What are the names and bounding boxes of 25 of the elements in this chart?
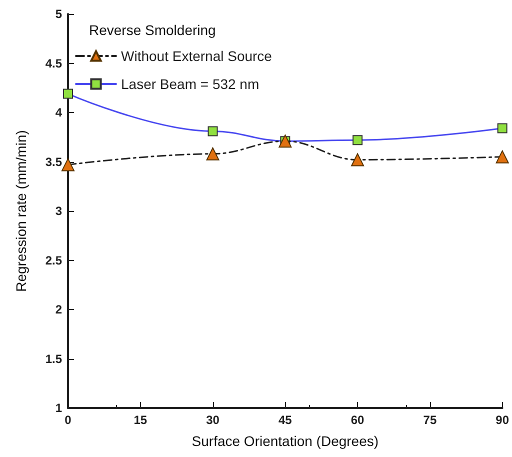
x-tick-label: 15	[134, 413, 148, 427]
y-tick-label: 2.5	[45, 253, 62, 268]
x-tick-label: 90	[496, 413, 510, 427]
x-axis-title: Surface Orientation (Degrees)	[192, 433, 379, 449]
x-tick-label: 60	[350, 413, 365, 427]
y-tick-label: 4	[55, 106, 62, 120]
y-axis-title: Regression rate (mm/min)	[13, 130, 29, 292]
x-tick-label: 45	[278, 413, 292, 427]
x-tick-label: 0	[64, 413, 72, 427]
y-tick-label: 2	[55, 302, 62, 316]
legend-label: Laser Beam = 532 nm	[121, 76, 260, 92]
y-tick-label: 3	[55, 204, 62, 218]
text: Reverse Smoldering	[89, 22, 216, 38]
point	[62, 158, 74, 172]
point	[351, 153, 364, 166]
y-tick-label: 1	[55, 401, 62, 415]
y-tick-label: 1.5	[45, 352, 62, 366]
point	[496, 150, 509, 164]
legend-label: Without External Source	[121, 48, 272, 64]
y-tick-label: 3.5	[45, 154, 62, 169]
x-tick-label: 75	[423, 413, 437, 427]
y-tick-label: 5	[55, 7, 62, 21]
point	[206, 147, 220, 160]
x-tick-label: 30	[206, 413, 220, 427]
y-tick-label: 4.5	[45, 56, 62, 70]
